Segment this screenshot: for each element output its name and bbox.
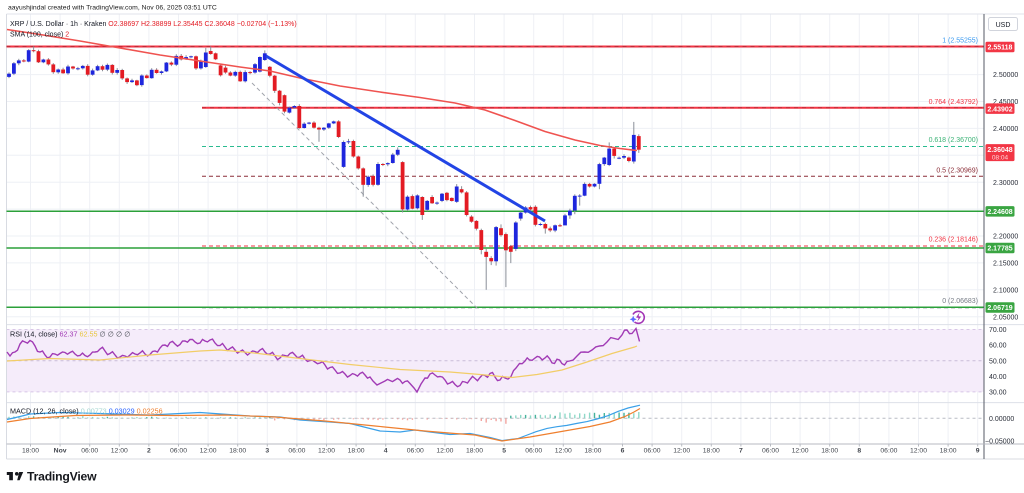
svg-text:2.50000: 2.50000: [993, 72, 1018, 79]
svg-text:2.10000: 2.10000: [993, 287, 1018, 294]
svg-text:1 (2.55255): 1 (2.55255): [942, 38, 978, 45]
svg-text:2.24608: 2.24608: [987, 209, 1012, 216]
svg-text:8: 8: [857, 448, 861, 455]
svg-text:2.55118: 2.55118: [988, 45, 1013, 52]
svg-text:18:00: 18:00: [466, 448, 483, 455]
svg-text:2.36048: 2.36048: [987, 147, 1012, 154]
svg-text:RSI (14, close) 62.37 62.55 ∅: RSI (14, close) 62.37 62.55 ∅ ∅ ∅ ∅: [10, 330, 131, 339]
svg-text:7: 7: [739, 448, 743, 455]
svg-text:06:00: 06:00: [81, 448, 98, 455]
svg-text:70.00: 70.00: [989, 327, 1007, 334]
svg-text:18:00: 18:00: [584, 448, 601, 455]
svg-text:2.30000: 2.30000: [993, 180, 1018, 187]
svg-text:2.05000: 2.05000: [993, 314, 1018, 321]
svg-text:Nov: Nov: [54, 448, 67, 455]
svg-text:18:00: 18:00: [940, 448, 957, 455]
svg-text:12:00: 12:00: [792, 448, 809, 455]
svg-text:TradingView: TradingView: [27, 470, 97, 484]
svg-text:12:00: 12:00: [673, 448, 690, 455]
svg-text:12:00: 12:00: [318, 448, 335, 455]
svg-text:18:00: 18:00: [821, 448, 838, 455]
svg-text:0.5 (2.30969): 0.5 (2.30969): [936, 168, 978, 175]
svg-text:0.618 (2.36700): 0.618 (2.36700): [929, 137, 978, 144]
svg-text:06:00: 06:00: [880, 448, 897, 455]
svg-text:12:00: 12:00: [436, 448, 453, 455]
svg-text:60.00: 60.00: [989, 343, 1007, 350]
svg-text:18:00: 18:00: [229, 448, 246, 455]
svg-text:6: 6: [621, 448, 625, 455]
svg-text:2: 2: [147, 448, 151, 455]
svg-text:0.00000: 0.00000: [989, 416, 1014, 423]
svg-text:06:00: 06:00: [644, 448, 661, 455]
svg-text:2.15000: 2.15000: [993, 261, 1018, 268]
svg-text:18:00: 18:00: [22, 448, 39, 455]
svg-text:−0.05000: −0.05000: [985, 438, 1014, 445]
svg-text:4: 4: [384, 448, 388, 455]
svg-text:12:00: 12:00: [200, 448, 217, 455]
svg-text:12:00: 12:00: [910, 448, 927, 455]
svg-text:06:00: 06:00: [288, 448, 305, 455]
svg-text:08:04: 08:04: [992, 155, 1009, 162]
svg-text:06:00: 06:00: [407, 448, 424, 455]
svg-text:12:00: 12:00: [111, 448, 128, 455]
svg-text:2.17785: 2.17785: [987, 246, 1012, 253]
svg-text:2.43902: 2.43902: [987, 106, 1012, 113]
svg-text:SMA (100, close) 2: SMA (100, close) 2: [10, 32, 69, 39]
svg-text:9: 9: [976, 448, 980, 455]
svg-text:2.45000: 2.45000: [993, 99, 1018, 106]
svg-text:0.764 (2.43792): 0.764 (2.43792): [929, 99, 978, 106]
svg-text:40.00: 40.00: [989, 374, 1007, 381]
svg-text:0 (2.06683): 0 (2.06683): [942, 298, 978, 305]
svg-text:06:00: 06:00: [525, 448, 542, 455]
svg-text:0.236 (2.18146): 0.236 (2.18146): [929, 237, 978, 244]
svg-text:12:00: 12:00: [555, 448, 572, 455]
svg-text:3: 3: [265, 448, 269, 455]
svg-text:18:00: 18:00: [348, 448, 365, 455]
svg-text:USD: USD: [996, 22, 1011, 29]
svg-text:2.40000: 2.40000: [993, 126, 1018, 133]
svg-text:2.20000: 2.20000: [993, 234, 1018, 241]
svg-text:2.06719: 2.06719: [987, 305, 1012, 312]
svg-text:XRP / U.S. Dollar · 1h · Krake: XRP / U.S. Dollar · 1h · Kraken O2.38697…: [10, 21, 297, 28]
svg-text:06:00: 06:00: [170, 448, 187, 455]
svg-text:50.00: 50.00: [989, 358, 1007, 365]
svg-text:MACD (12, 26, close) 0.00773 0: MACD (12, 26, close) 0.00773 0.03029 0.0…: [10, 407, 163, 416]
svg-text:30.00: 30.00: [989, 390, 1007, 397]
svg-text:18:00: 18:00: [703, 448, 720, 455]
svg-text:aayushjindal created with Trad: aayushjindal created with TradingView.co…: [8, 5, 217, 12]
svg-text:06:00: 06:00: [762, 448, 779, 455]
svg-text:5: 5: [502, 448, 506, 455]
